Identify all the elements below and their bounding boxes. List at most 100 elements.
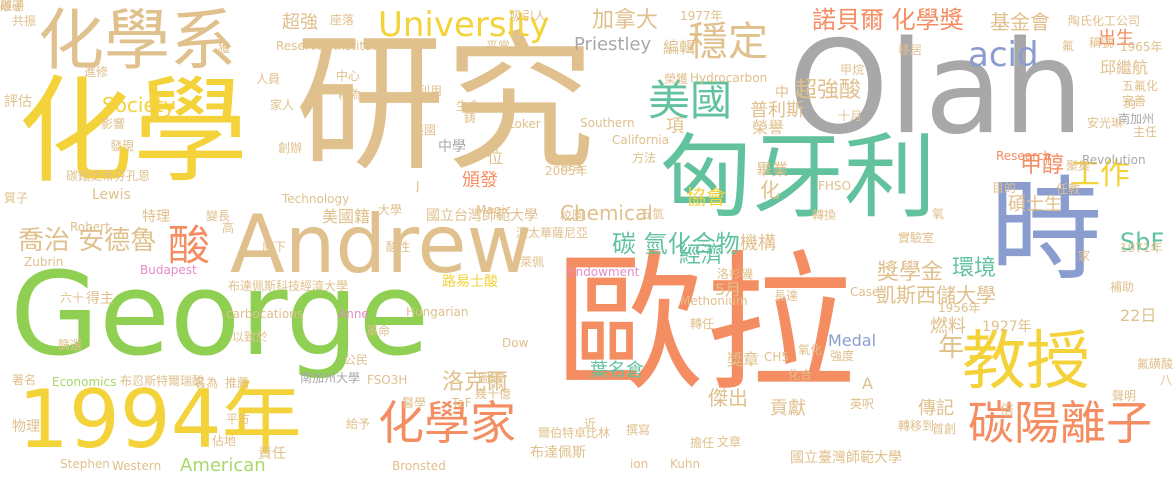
cloud-word: 強度 (830, 349, 855, 363)
cloud-word: 甲烷 (840, 63, 865, 77)
cloud-word: 稱號 (1089, 36, 1114, 50)
cloud-word: 影響 (101, 117, 126, 131)
cloud-word: 家 (1078, 249, 1091, 263)
cloud-word: 研究 (295, 18, 596, 192)
cloud-word: 碳鎓 (66, 169, 91, 183)
cloud-word: 質子 (4, 191, 29, 205)
cloud-word: 洛克爾 (442, 370, 509, 395)
cloud-word: 酸性 (386, 240, 411, 254)
cloud-word: 大學 (378, 203, 403, 217)
cloud-word: 碳硼 (0, 0, 25, 13)
cloud-word: 年 (938, 333, 965, 363)
cloud-word: 革命 (366, 324, 391, 338)
cloud-word: 篩選 (58, 338, 83, 352)
cloud-word: 創辦 (278, 141, 303, 155)
cloud-word: 歐拉 (555, 238, 856, 412)
cloud-word: 基金會 (990, 10, 1050, 34)
cloud-word: 英國 (412, 123, 437, 137)
cloud-word: 平方 (226, 412, 251, 426)
cloud-word: 1994年 (18, 373, 302, 466)
cloud-word: 超強 (282, 12, 318, 33)
cloud-word: Revolution (1082, 153, 1146, 167)
cloud-word: Robert (70, 220, 110, 234)
cloud-word: Zubrin (24, 255, 64, 269)
cloud-word: 爾伯特卓比林 (538, 426, 611, 440)
cloud-word: acid (968, 35, 1039, 75)
cloud-word: 補助 (1110, 280, 1135, 294)
cloud-word: 長達 (774, 289, 799, 303)
cloud-word: 布達佩斯科技經濟大學 (228, 279, 349, 293)
cloud-word: 布忍斯特爾瑞酸 (120, 374, 205, 388)
cloud-word: 普利斯 (750, 100, 804, 121)
cloud-word: 布達佩斯 (530, 445, 586, 461)
cloud-word: Case (850, 285, 880, 299)
cloud-word: 路易士酸 (442, 274, 498, 290)
cloud-word: 化合 (788, 368, 813, 382)
cloud-word: 萊佩 (520, 255, 545, 269)
cloud-word: 22日 (1120, 306, 1157, 325)
cloud-word: 項 (666, 116, 684, 137)
cloud-word: J (416, 179, 420, 193)
cloud-word: 評估 (4, 94, 32, 110)
cloud-word: 移居 (898, 43, 923, 57)
cloud-word: 匈牙利 (660, 124, 937, 231)
cloud-word: Dow (502, 336, 529, 350)
cloud-word: Western (112, 459, 162, 473)
cloud-word: FHSO (818, 179, 851, 193)
cloud-word: 畢業 (756, 160, 789, 179)
cloud-word: 底下 (262, 240, 287, 254)
cloud-word: American (180, 455, 266, 476)
cloud-word: Research (996, 149, 1052, 163)
cloud-word: 環境 (952, 256, 997, 281)
cloud-word: 以致於 (232, 330, 269, 344)
cloud-word: 位 (487, 148, 504, 167)
cloud-word: Medal (828, 331, 877, 350)
cloud-word: Hungarian (406, 305, 469, 319)
cloud-word: 中 (775, 85, 789, 101)
cloud-word: 化學 (18, 65, 249, 199)
cloud-word: 校園 (560, 209, 585, 223)
cloud-word: 六十 (60, 291, 85, 305)
cloud-word: 包含 (560, 159, 585, 173)
cloud-word: 1971年 (1120, 241, 1163, 255)
cloud-word: 特理 (142, 209, 170, 225)
cloud-word: 出生 (1098, 28, 1134, 49)
cloud-word: Southern (580, 116, 635, 130)
cloud-word: 安光琳 (1087, 116, 1124, 130)
cloud-word: 聲明 (1112, 389, 1137, 403)
cloud-word: Olah (788, 14, 1084, 163)
cloud-word: ion (630, 457, 649, 471)
cloud-word: 凱斯西儲大學 (876, 283, 996, 307)
cloud-word: 碩士生 (1008, 194, 1062, 215)
cloud-word: Reserve (276, 39, 325, 53)
cloud-word: 貢獻 (770, 398, 806, 419)
cloud-word: 國立台灣師範大學 (426, 208, 538, 224)
cloud-word: Bronsted (392, 459, 446, 473)
cloud-word: 鋳 (464, 111, 477, 125)
cloud-word: 洛杉磯 (717, 267, 754, 281)
cloud-word: Stephen (60, 457, 110, 471)
cloud-word: 獎章 (727, 350, 760, 369)
cloud-word: 任教 (1056, 182, 1081, 196)
cloud-word: Kuhn (670, 457, 701, 471)
cloud-word: 史蒂芬孔恩 (90, 169, 151, 183)
cloud-word: 轉移到 (898, 419, 935, 433)
cloud-word: 實驗室 (898, 231, 935, 245)
cloud-word: 編輯 (663, 38, 696, 57)
cloud-word: 首創 (932, 422, 957, 436)
cloud-word: 平常 (486, 39, 511, 53)
cloud-word: 邱繼航 (1100, 58, 1149, 77)
cloud-word: 甲醇 (1020, 153, 1065, 178)
cloud-word: 八 (1160, 373, 1173, 387)
cloud-word: 氟磺酸 (1136, 357, 1173, 371)
cloud-word: 稱為 (338, 88, 363, 102)
cloud-word: carbocations (226, 307, 304, 321)
cloud-word: 目的 (992, 181, 1017, 195)
cloud-word: Hydrocarbon (690, 71, 768, 85)
cloud-word: 酸 (168, 221, 211, 270)
cloud-word: 1927年 (982, 319, 1032, 335)
cloud-word: 變長 (206, 209, 231, 223)
cloud-word: 時 (990, 166, 1102, 296)
cloud-word: 約 (1124, 97, 1137, 111)
